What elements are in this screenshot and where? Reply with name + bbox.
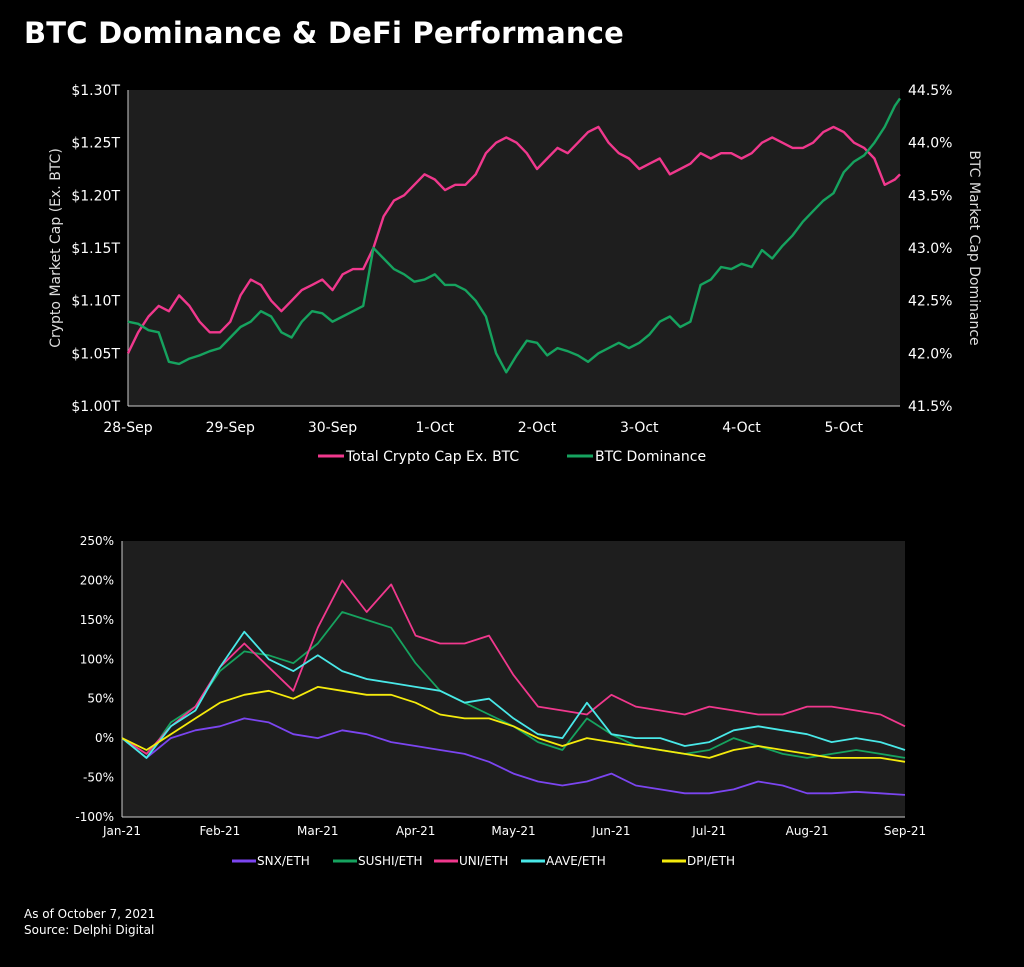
y-tick-label: 250% <box>80 534 114 548</box>
x-tick-label: Jul-21 <box>691 824 726 838</box>
x-tick-label: May-21 <box>491 824 535 838</box>
footer: As of October 7, 2021 Source: Delphi Dig… <box>24 906 155 938</box>
x-tick-label: 29-Sep <box>206 420 255 436</box>
y-tick-label: $1.00T <box>71 399 120 415</box>
y-tick-label: $1.25T <box>71 136 120 152</box>
x-tick-label: Feb-21 <box>199 824 240 838</box>
y-tick-label: 200% <box>80 573 114 587</box>
y-tick-label: 0% <box>95 731 114 745</box>
legend-label: SNX/ETH <box>257 854 310 868</box>
series-line-uni <box>121 579 906 755</box>
btc-dominance-chart: 28-Sep 29-Sep 30-Sep 1-Oct 2-Oct 3-Oct 4-Oct 5-… <box>48 83 982 465</box>
y2-tick-label: 42.0% <box>908 346 952 362</box>
y-tick-label: $1.05T <box>71 346 120 362</box>
x-tick-label: 3-Oct <box>620 420 659 436</box>
x-tick-label: Aug-21 <box>786 824 829 838</box>
x-tick-label: Mar-21 <box>297 824 338 838</box>
x-tick-label: 1-Oct <box>415 420 454 436</box>
legend-label: BTC Dominance <box>595 449 706 465</box>
y2-tick-label: 42.5% <box>908 294 952 310</box>
x-tick-label: Apr-21 <box>396 824 436 838</box>
series-line-btc-dominance <box>127 97 901 374</box>
series-line-snx <box>121 717 906 796</box>
x-tick-label: 30-Sep <box>308 420 357 436</box>
legend-label: SUSHI/ETH <box>358 854 423 868</box>
legend-label: UNI/ETH <box>459 854 508 868</box>
y-tick-label: 100% <box>80 652 114 666</box>
y2-tick-label: 43.5% <box>908 188 952 204</box>
series-line-crypto-cap <box>126 125 901 354</box>
series-line-aave <box>121 630 906 759</box>
as-of-date: As of October 7, 2021 <box>24 907 156 921</box>
page-title: BTC Dominance & DeFi Performance <box>24 16 624 50</box>
legend-label: DPI/ETH <box>687 854 735 868</box>
legend-label: AAVE/ETH <box>546 854 606 868</box>
x-tick-label: 4-Oct <box>722 420 761 436</box>
x-tick-label: 2-Oct <box>518 420 557 436</box>
x-tick-label: 5-Oct <box>824 420 863 436</box>
y-tick-label: 50% <box>87 692 114 706</box>
series-line-dpi <box>121 686 906 763</box>
y2-axis-title: BTC Market Cap Dominance <box>966 150 982 345</box>
y-tick-label: $1.10T <box>71 294 120 310</box>
y-tick-label: 150% <box>80 613 114 627</box>
y-tick-label: $1.20T <box>71 188 120 204</box>
y-axis-title: Crypto Market Cap (Ex. BTC) <box>48 148 64 348</box>
y2-tick-label: 43.0% <box>908 241 952 257</box>
legend-label: Total Crypto Cap Ex. BTC <box>345 449 519 465</box>
x-tick-label: Sep-21 <box>884 824 926 838</box>
y-tick-label: $1.15T <box>71 241 120 257</box>
source-note: Source: Delphi Digital <box>24 923 155 937</box>
x-tick-label: Jun-21 <box>591 824 630 838</box>
x-tick-label: Jan-21 <box>102 824 141 838</box>
y-tick-label: $1.30T <box>71 83 120 99</box>
x-tick-label: 28-Sep <box>103 420 152 436</box>
defi-performance-chart: Jan-21 Feb-21 Mar-21 Apr-21 May-21 Jun-21 Jul-… <box>75 534 926 868</box>
y2-tick-label: 44.5% <box>908 83 952 99</box>
y-tick-label: -50% <box>83 771 114 785</box>
y-tick-label: -100% <box>75 810 114 824</box>
y2-tick-label: 41.5% <box>908 399 952 415</box>
plot-area <box>122 541 905 817</box>
y2-tick-label: 44.0% <box>908 136 952 152</box>
